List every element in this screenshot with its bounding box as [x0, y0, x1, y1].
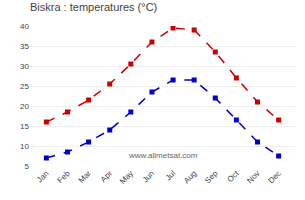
- svg-text:www.allmetsat.com: www.allmetsat.com: [128, 151, 198, 160]
- svg-text:Jul: Jul: [164, 169, 178, 183]
- svg-text:35: 35: [20, 42, 29, 51]
- svg-text:Apr: Apr: [99, 169, 114, 184]
- svg-text:Oct: Oct: [225, 168, 241, 184]
- svg-text:Jun: Jun: [141, 169, 156, 184]
- svg-text:10: 10: [20, 142, 29, 151]
- svg-text:20: 20: [20, 102, 29, 111]
- svg-text:30: 30: [20, 62, 29, 71]
- svg-text:40: 40: [20, 22, 29, 31]
- svg-text:25: 25: [20, 82, 29, 91]
- svg-text:5: 5: [25, 162, 30, 171]
- svg-text:May: May: [118, 169, 135, 186]
- svg-text:Biskra : temperatures (°C): Biskra : temperatures (°C): [30, 1, 157, 13]
- svg-text:Nov: Nov: [245, 169, 261, 185]
- svg-text:15: 15: [20, 122, 29, 131]
- svg-text:Mar: Mar: [77, 169, 93, 185]
- svg-text:Aug: Aug: [182, 169, 198, 185]
- svg-text:Dec: Dec: [266, 169, 282, 185]
- svg-text:Feb: Feb: [56, 168, 73, 185]
- svg-text:Jan: Jan: [35, 169, 50, 184]
- svg-text:Sep: Sep: [203, 168, 220, 185]
